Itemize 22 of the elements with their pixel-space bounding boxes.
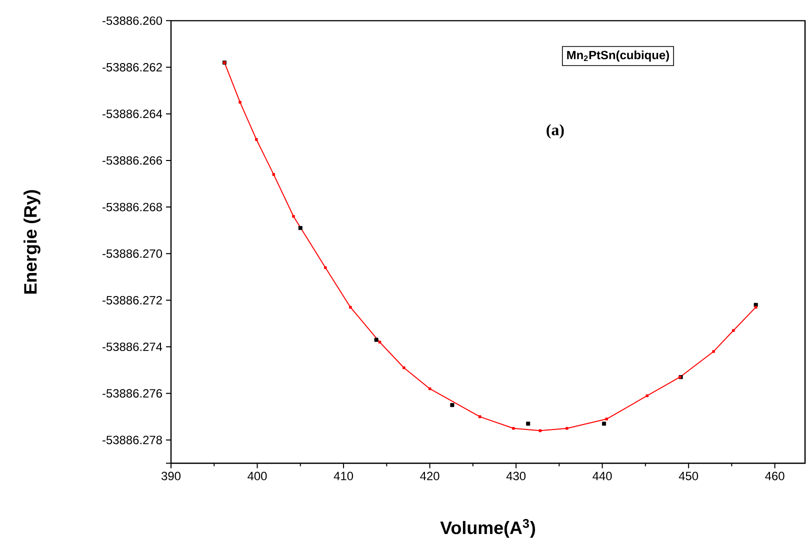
y-tick-label: -53886.264 [102,110,162,118]
y-tick-label: -53886.262 [102,63,162,72]
x-tick-label: 410 [334,472,354,480]
x-tick-label: 390 [161,472,181,480]
y-tick-label: -53886.278 [102,436,162,444]
x-tick-label: 450 [678,472,698,480]
y-tick-label: -53886.266 [102,156,162,165]
x-tick-label: 400 [248,472,267,480]
x-tick-label: 420 [420,472,440,480]
y-tick-label: -53886.270 [102,249,162,258]
x-tick-label: 440 [592,472,612,480]
x-tick-label: 430 [506,472,526,480]
y-tick-label: -53886.268 [102,202,162,212]
x-axis-title: Volume(A$^{3}$) [440,518,536,538]
y-axis-title: Energie (Ry) [24,190,40,294]
x-tick-label: 460 [765,472,784,480]
y-tick-label: -53886.276 [102,389,162,398]
annotation: (a) [546,124,564,139]
y-tick-label: -53886.274 [102,342,162,352]
annotation: Mn$_{2}$PtSn(cubique) [567,50,669,62]
y-tick-label: -53886.260 [102,16,162,25]
y-tick-label: -53886.272 [102,296,162,304]
